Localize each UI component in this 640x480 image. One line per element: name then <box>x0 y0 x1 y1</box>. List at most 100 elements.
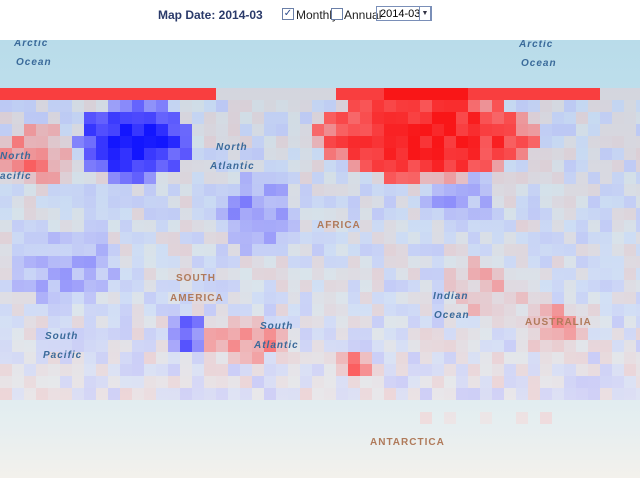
grid-cell <box>372 364 384 376</box>
grid-cell <box>420 88 432 100</box>
grid-cell <box>96 160 108 172</box>
grid-cell <box>516 124 528 136</box>
map-label: AUSTRALIA <box>525 317 592 328</box>
grid-cell <box>192 220 204 232</box>
grid-cell <box>252 256 264 268</box>
grid-cell <box>144 280 156 292</box>
grid-cell <box>600 304 612 316</box>
grid-cell <box>240 160 252 172</box>
grid-cell <box>0 172 12 184</box>
grid-cell <box>36 220 48 232</box>
grid-cell <box>24 304 36 316</box>
grid-cell <box>576 184 588 196</box>
annual-checkbox[interactable] <box>331 8 343 20</box>
chevron-down-icon[interactable]: ▼ <box>419 6 431 21</box>
grid-cell <box>264 172 276 184</box>
grid-cell <box>528 100 540 112</box>
grid-cell <box>312 100 324 112</box>
grid-cell <box>612 160 624 172</box>
grid-cell <box>528 352 540 364</box>
grid-cell <box>144 364 156 376</box>
grid-cell <box>492 232 504 244</box>
grid-cell <box>216 292 228 304</box>
grid-cell <box>24 352 36 364</box>
grid-cell <box>360 124 372 136</box>
grid-cell <box>384 364 396 376</box>
grid-cell <box>636 184 640 196</box>
grid-cell <box>528 232 540 244</box>
grid-cell <box>96 376 108 388</box>
grid-cell <box>444 88 456 100</box>
grid-cell <box>576 388 588 400</box>
grid-cell <box>120 280 132 292</box>
grid-cell <box>564 376 576 388</box>
grid-cell <box>252 100 264 112</box>
grid-cell <box>624 244 636 256</box>
grid-cell <box>156 148 168 160</box>
grid-cell <box>72 136 84 148</box>
grid-cell <box>240 304 252 316</box>
date-select[interactable]: 2014-03 <box>376 6 432 21</box>
anomaly-map[interactable]: Arctic Ocean Arctic Ocean North acific N… <box>0 40 640 478</box>
grid-cell <box>252 316 264 328</box>
grid-cell <box>588 208 600 220</box>
grid-cell <box>516 208 528 220</box>
grid-cell <box>636 316 640 328</box>
grid-cell <box>204 196 216 208</box>
grid-cell <box>564 352 576 364</box>
grid-cell <box>420 244 432 256</box>
grid-cell <box>540 124 552 136</box>
monthly-checkbox[interactable]: ✓ <box>282 8 294 20</box>
grid-cell <box>252 112 264 124</box>
grid-cell <box>600 268 612 280</box>
grid-cell <box>216 88 228 100</box>
grid-cell <box>180 364 192 376</box>
grid-cell <box>408 364 420 376</box>
grid-cell <box>516 88 528 100</box>
grid-cell <box>228 208 240 220</box>
grid-cell <box>72 184 84 196</box>
grid-cell <box>144 100 156 112</box>
grid-cell <box>204 340 216 352</box>
grid-cell <box>636 88 640 100</box>
annual-label: Annual <box>344 8 382 22</box>
grid-cell <box>120 148 132 160</box>
grid-cell <box>336 340 348 352</box>
grid-cell <box>540 232 552 244</box>
grid-cell <box>300 328 312 340</box>
grid-cell <box>48 388 60 400</box>
grid-cell <box>216 124 228 136</box>
grid-cell <box>456 148 468 160</box>
grid-cell <box>240 244 252 256</box>
grid-cell <box>504 88 516 100</box>
grid-cell <box>36 352 48 364</box>
grid-cell <box>468 328 480 340</box>
grid-cell <box>432 256 444 268</box>
grid-cell <box>468 124 480 136</box>
grid-cell <box>84 352 96 364</box>
grid-cell <box>432 244 444 256</box>
grid-cell <box>600 172 612 184</box>
grid-cell <box>312 316 324 328</box>
grid-cell <box>600 136 612 148</box>
grid-cell <box>528 280 540 292</box>
grid-cell <box>360 268 372 280</box>
grid-cell <box>588 340 600 352</box>
grid-cell <box>360 280 372 292</box>
grid-cell <box>408 148 420 160</box>
grid-cell <box>600 256 612 268</box>
grid-cell <box>108 340 120 352</box>
grid-cell <box>432 112 444 124</box>
grid-cell <box>564 124 576 136</box>
grid-cell <box>168 292 180 304</box>
grid-cell <box>240 220 252 232</box>
grid-cell <box>480 340 492 352</box>
grid-cell <box>48 328 60 340</box>
map-label: Atlantic <box>254 340 299 351</box>
grid-cell <box>504 328 516 340</box>
grid-cell <box>252 268 264 280</box>
grid-cell <box>408 172 420 184</box>
grid-cell <box>348 304 360 316</box>
grid-cell <box>180 352 192 364</box>
grid-cell <box>276 388 288 400</box>
